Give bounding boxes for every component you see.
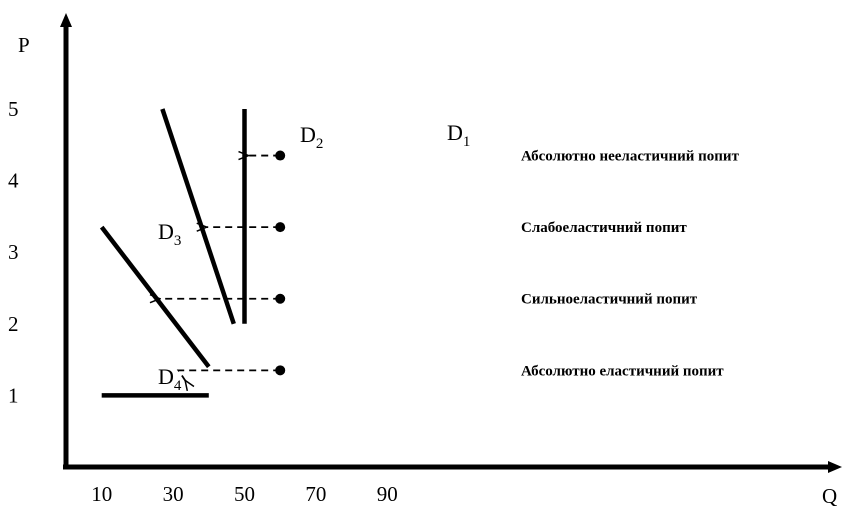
y-axis-title: P bbox=[18, 33, 30, 57]
curve-label-sub: 3 bbox=[174, 233, 182, 249]
curve-label-main: D bbox=[158, 219, 174, 244]
curve-label-sub: 2 bbox=[316, 136, 324, 152]
annotation-text: Слабоеластичний попит bbox=[521, 220, 687, 236]
y-tick-label: 4 bbox=[8, 169, 19, 193]
y-tick-label: 1 bbox=[8, 383, 19, 407]
annotation-text: Сильноеластичний попит bbox=[521, 292, 698, 308]
x-tick-label: 90 bbox=[377, 482, 398, 506]
x-axis-title: Q bbox=[822, 484, 837, 506]
curve-label-main: D bbox=[447, 120, 463, 145]
curve-label-d2: D2 bbox=[300, 122, 323, 152]
annotation-texts: Абсолютно нееластичний попит Слабоеластич… bbox=[521, 149, 740, 380]
curve-label-main: D bbox=[158, 364, 174, 389]
curve-label-sub: 4 bbox=[174, 378, 182, 394]
annotation-dot bbox=[275, 293, 286, 304]
y-tick-label: 5 bbox=[8, 97, 19, 121]
annotation-dot bbox=[275, 365, 286, 376]
curve-label-sub: 1 bbox=[463, 134, 471, 150]
x-tick-label: 10 bbox=[91, 482, 112, 506]
annotation-dot bbox=[275, 222, 286, 233]
curve-label-d3: D3 bbox=[158, 219, 181, 249]
annotation-lines bbox=[160, 150, 286, 381]
curve-label-main: D bbox=[300, 122, 316, 147]
x-tick-label: 70 bbox=[305, 482, 326, 506]
curve-d3 bbox=[99, 225, 211, 369]
y-tick-label: 3 bbox=[8, 240, 19, 264]
annotation-text: Абсолютно еластичний попит bbox=[521, 363, 724, 379]
curve-label-d4: D4 bbox=[158, 364, 182, 394]
tick-labels: 10 30 50 70 90 1 2 3 4 5 bbox=[8, 97, 398, 506]
x-tick-label: 50 bbox=[234, 482, 255, 506]
curve-d2 bbox=[160, 108, 236, 325]
y-tick-label: 2 bbox=[8, 312, 19, 336]
curve-label-d1: D1 bbox=[447, 120, 470, 150]
annotation-text: Абсолютно нееластичний попит bbox=[521, 149, 740, 165]
x-tick-label: 30 bbox=[163, 482, 184, 506]
annotation-dot bbox=[275, 150, 286, 161]
demand-curves bbox=[99, 108, 247, 398]
annotation-arrow bbox=[176, 369, 281, 380]
